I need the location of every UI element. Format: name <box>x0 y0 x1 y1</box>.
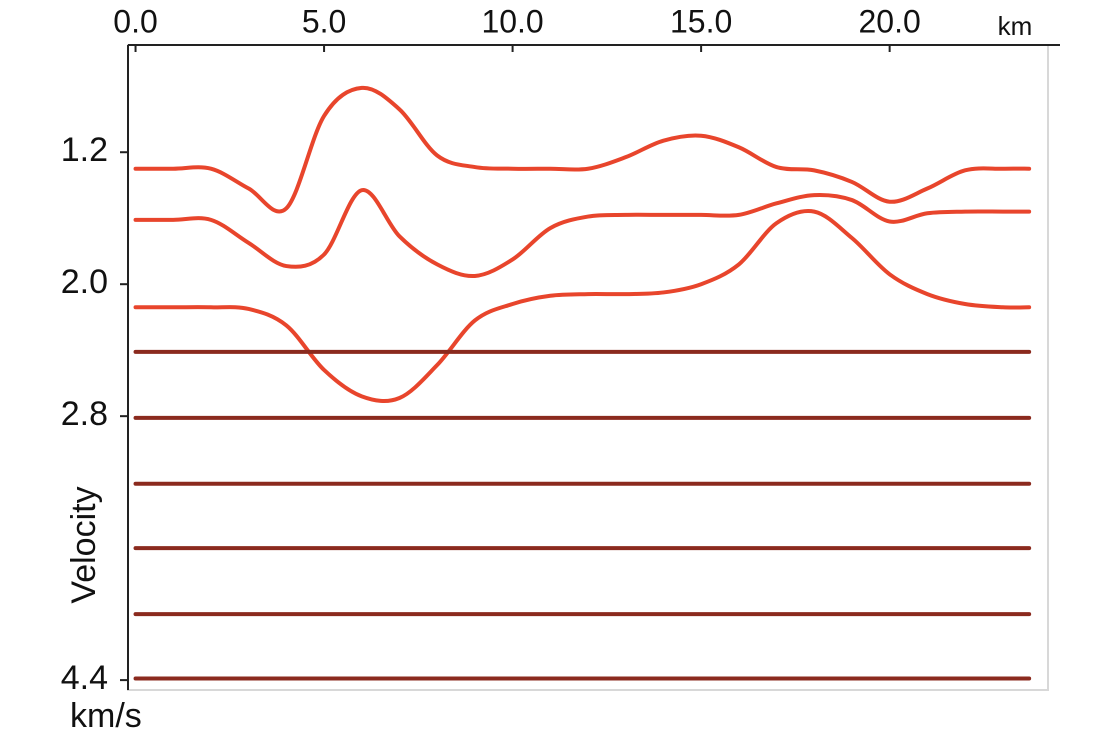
layer-line <box>133 209 1032 404</box>
y-tick-label: 2.0 <box>61 263 108 301</box>
y-axis-label: Velocity <box>65 486 103 603</box>
x-tick-label: 5.0 <box>302 3 346 39</box>
x-tick-label: 0.0 <box>113 3 157 39</box>
x-tick-label: 20.0 <box>858 3 920 39</box>
y-tick-label: 2.8 <box>61 395 108 433</box>
layer-line <box>133 85 1032 214</box>
x-tick-label: 15.0 <box>670 3 732 39</box>
x-tick-label: 10.0 <box>481 3 543 39</box>
y-tick-label: 1.2 <box>61 131 108 169</box>
x-axis-label: km <box>998 11 1033 41</box>
layer-line <box>133 188 1032 278</box>
y-tick-label: 4.4 <box>61 659 108 697</box>
y-axis-unit: km/s <box>70 697 142 735</box>
plot-frame <box>127 44 1049 691</box>
